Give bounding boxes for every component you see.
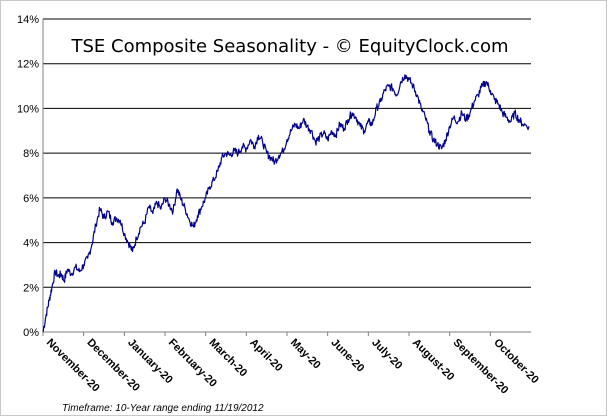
y-tick-label: 8%	[23, 148, 39, 160]
y-tick-label: 14%	[17, 14, 39, 26]
y-tick-label: 2%	[23, 282, 39, 294]
y-tick-labels: 0% 2% 4% 6% 8% 10% 12% 14%	[17, 14, 39, 339]
x-tick-labels: November-20December-20January-20February…	[44, 337, 541, 397]
gridlines	[43, 18, 531, 288]
y-tick-label: 10%	[17, 103, 39, 115]
axes	[42, 19, 531, 336]
series-line	[42, 74, 530, 333]
x-tick-label: March-20	[207, 337, 250, 380]
timeframe-footnote: Timeframe: 10-Year range ending 11/19/20…	[62, 403, 264, 414]
y-tick-label: 6%	[23, 193, 39, 205]
x-tick-label: May-20	[288, 337, 323, 372]
x-tick-label: June-20	[329, 337, 367, 375]
series-layer	[42, 74, 530, 333]
x-tick-label: August-20	[410, 337, 457, 384]
x-tick-label: April-20	[247, 337, 284, 374]
chart-title: TSE Composite Seasonality - © EquityCloc…	[70, 36, 508, 57]
y-tick-label: 12%	[17, 59, 39, 71]
y-tick-label: 4%	[23, 238, 39, 250]
x-tick-label: July-20	[369, 337, 404, 372]
y-tick-label: 0%	[23, 327, 39, 339]
